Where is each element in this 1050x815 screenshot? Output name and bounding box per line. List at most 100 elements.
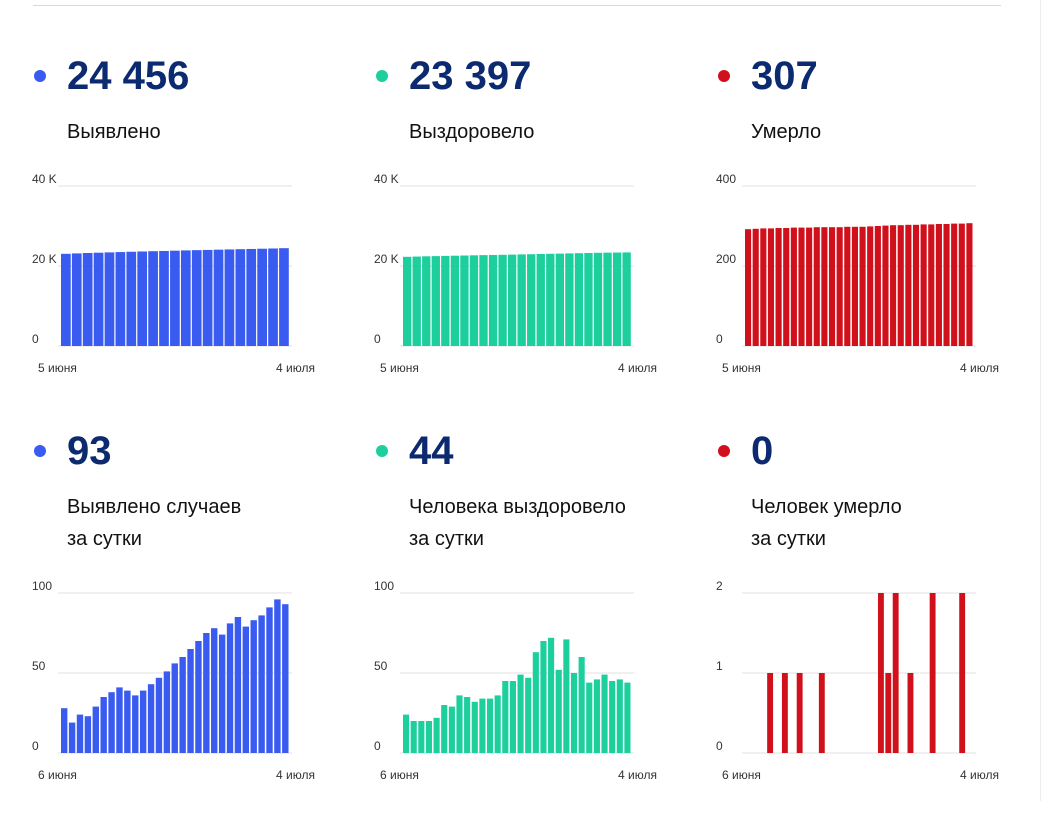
bar bbox=[448, 706, 455, 753]
x-tick-label: 4 июля bbox=[618, 361, 657, 375]
bar bbox=[494, 695, 501, 753]
stat-label-line: за сутки bbox=[751, 528, 826, 550]
bar bbox=[624, 682, 631, 753]
bar bbox=[603, 252, 612, 346]
bar bbox=[767, 673, 774, 753]
bar bbox=[257, 248, 267, 346]
bar bbox=[274, 599, 281, 753]
bar bbox=[218, 634, 226, 753]
bar bbox=[488, 254, 498, 346]
y-tick-label: 0 bbox=[32, 332, 39, 346]
bar bbox=[126, 251, 137, 346]
bar-chart: 0 20 K 40 K 5 июня 4 июля bbox=[374, 172, 657, 375]
x-tick-label: 4 июля bbox=[276, 361, 315, 375]
bar bbox=[517, 254, 526, 346]
bar bbox=[509, 681, 517, 753]
bar bbox=[132, 695, 139, 753]
bar bbox=[813, 227, 820, 346]
bar bbox=[61, 253, 71, 346]
bar bbox=[959, 593, 966, 753]
bar bbox=[179, 657, 186, 753]
bar bbox=[966, 223, 973, 346]
bar bbox=[859, 226, 866, 346]
bar bbox=[570, 673, 578, 753]
bar bbox=[279, 248, 289, 346]
bar bbox=[242, 626, 250, 753]
bar bbox=[479, 698, 486, 753]
bar bbox=[828, 227, 836, 346]
bar bbox=[586, 682, 593, 753]
bar bbox=[250, 620, 257, 753]
bar bbox=[498, 254, 507, 346]
bar bbox=[783, 228, 790, 346]
bar bbox=[943, 224, 950, 346]
bar bbox=[548, 637, 555, 753]
bar-chart: 0 50 100 6 июня 4 июля bbox=[32, 579, 315, 782]
y-tick-label: 40 K bbox=[374, 172, 399, 186]
x-tick-label: 5 июня bbox=[722, 361, 761, 375]
bar bbox=[836, 227, 843, 346]
bar bbox=[951, 223, 958, 346]
x-tick-label: 6 июня bbox=[380, 768, 419, 782]
bar bbox=[92, 706, 99, 753]
bar bbox=[555, 253, 565, 346]
x-tick-label: 4 июля bbox=[960, 361, 999, 375]
y-tick-label: 20 K bbox=[32, 252, 57, 266]
bar bbox=[867, 226, 874, 346]
bar bbox=[213, 249, 224, 346]
bar bbox=[601, 674, 608, 753]
bar bbox=[171, 663, 178, 753]
bar bbox=[958, 223, 965, 346]
bar bbox=[818, 673, 825, 753]
bar bbox=[935, 224, 942, 346]
bar bbox=[163, 671, 171, 753]
x-tick-label: 6 июня bbox=[722, 768, 761, 782]
bar bbox=[584, 253, 593, 346]
bar bbox=[616, 679, 623, 753]
bar bbox=[546, 253, 555, 346]
bar bbox=[403, 714, 410, 753]
bar bbox=[282, 604, 289, 753]
bar bbox=[431, 256, 440, 346]
bar bbox=[191, 250, 202, 346]
bar bbox=[155, 677, 163, 753]
bar bbox=[71, 253, 82, 346]
bar bbox=[897, 225, 904, 346]
bar bbox=[912, 224, 920, 346]
y-tick-label: 200 bbox=[716, 252, 736, 266]
y-tick-label: 0 bbox=[716, 739, 723, 753]
bar bbox=[450, 255, 460, 346]
bar bbox=[195, 641, 202, 753]
bar bbox=[578, 657, 585, 753]
series-color-dot bbox=[34, 70, 46, 82]
bar bbox=[403, 256, 412, 346]
bar bbox=[507, 254, 517, 346]
bar bbox=[441, 705, 448, 753]
bar bbox=[412, 256, 421, 346]
y-tick-label: 100 bbox=[374, 579, 394, 593]
bar bbox=[920, 224, 927, 346]
y-tick-label: 1 bbox=[716, 659, 723, 673]
stat-label-line: Выздоровело bbox=[409, 121, 535, 143]
bar bbox=[425, 721, 433, 753]
bar bbox=[84, 716, 92, 753]
bar bbox=[851, 226, 859, 346]
stat-label-line: Человек умерло bbox=[751, 496, 902, 518]
bar bbox=[790, 227, 797, 346]
stat-card-6: 0 Человек умерло за сутки 0 1 2 6 июня 4 июля bbox=[716, 425, 1046, 815]
stat-value: 93 bbox=[67, 429, 112, 473]
bar bbox=[148, 251, 158, 346]
bar bbox=[266, 607, 273, 753]
x-tick-label: 4 июля bbox=[960, 768, 999, 782]
bar bbox=[890, 225, 897, 346]
bar bbox=[752, 228, 759, 346]
bar bbox=[844, 226, 851, 346]
stat-label-line: Умерло bbox=[751, 121, 822, 143]
bar bbox=[460, 255, 469, 346]
bar bbox=[82, 253, 93, 346]
y-tick-label: 0 bbox=[716, 332, 723, 346]
bar bbox=[422, 256, 431, 346]
bar bbox=[527, 254, 536, 346]
bar bbox=[147, 684, 155, 753]
bar bbox=[433, 717, 440, 753]
